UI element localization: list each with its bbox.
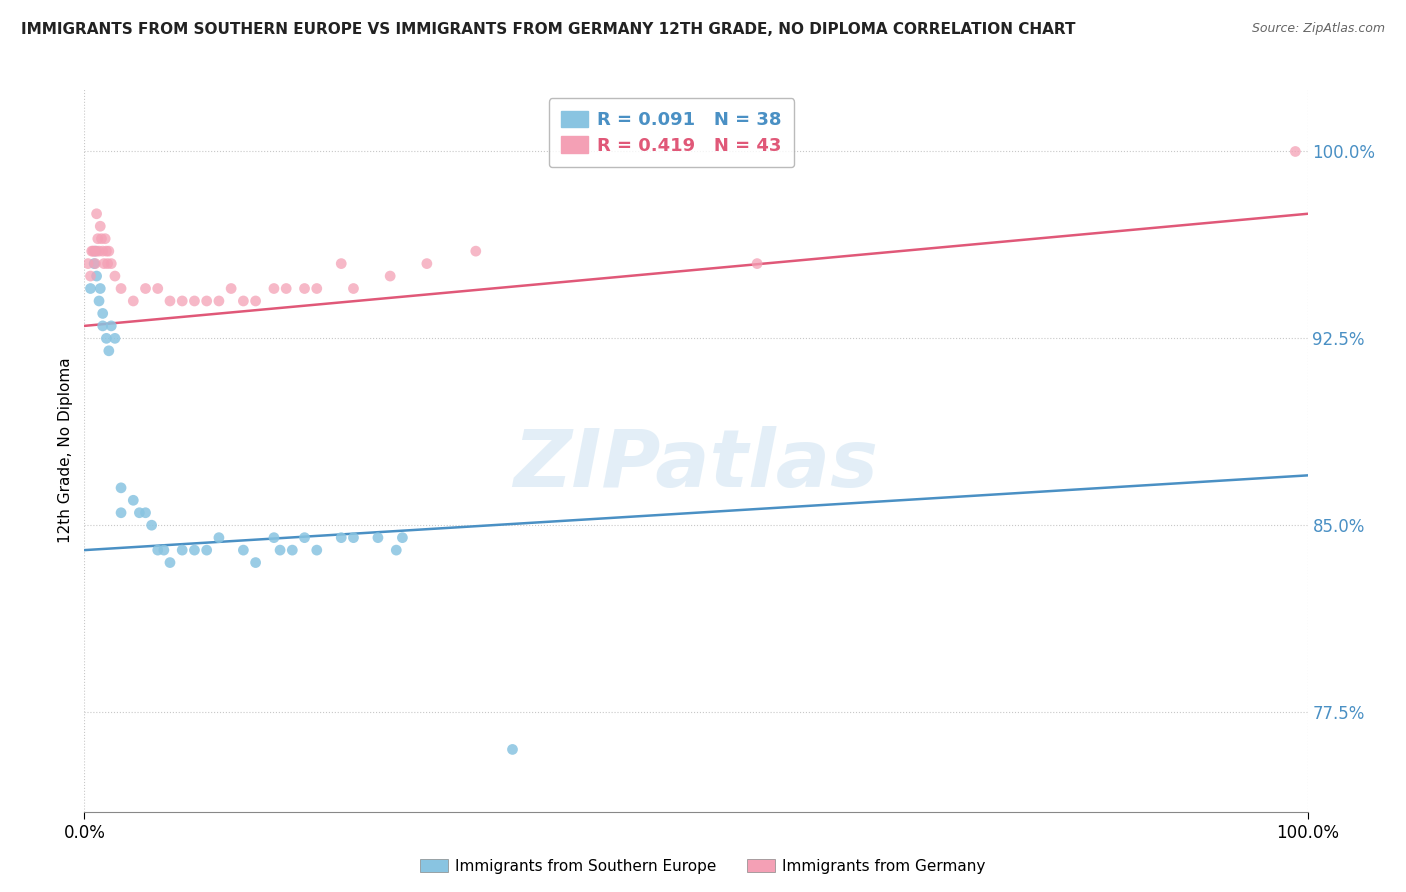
Point	[385, 543, 408, 558]
Point	[80, 244, 103, 259]
Point	[94, 232, 117, 246]
Point	[93, 257, 115, 271]
Point	[128, 506, 150, 520]
Point	[110, 481, 132, 495]
Point	[183, 543, 205, 558]
Point	[141, 518, 163, 533]
Point	[91, 244, 114, 259]
Point	[97, 257, 120, 271]
Point	[122, 493, 145, 508]
Point	[79, 268, 101, 283]
Point	[342, 531, 364, 545]
Point	[97, 244, 120, 259]
Point	[245, 556, 267, 570]
Point	[100, 318, 122, 333]
Point	[87, 232, 110, 246]
Point	[84, 257, 107, 271]
Point	[77, 257, 100, 271]
Point	[391, 531, 413, 545]
Text: IMMIGRANTS FROM SOUTHERN EUROPE VS IMMIGRANTS FROM GERMANY 12TH GRADE, NO DIPLOM: IMMIGRANTS FROM SOUTHERN EUROPE VS IMMIG…	[21, 22, 1076, 37]
Point	[96, 244, 118, 259]
Point	[269, 543, 291, 558]
Point	[263, 531, 285, 545]
Point	[79, 281, 101, 295]
Point	[380, 268, 402, 283]
Point	[305, 543, 328, 558]
Point	[294, 281, 316, 295]
Point	[82, 244, 104, 259]
Point	[330, 531, 353, 545]
Legend: Immigrants from Southern Europe, Immigrants from Germany: Immigrants from Southern Europe, Immigra…	[415, 853, 991, 880]
Point	[104, 331, 127, 345]
Point	[100, 257, 122, 271]
Point	[219, 281, 242, 295]
Point	[86, 207, 108, 221]
Point	[97, 343, 120, 358]
Point	[330, 257, 353, 271]
Point	[86, 268, 108, 283]
Point	[87, 293, 110, 308]
Point	[245, 293, 267, 308]
Point	[159, 556, 181, 570]
Point	[83, 257, 105, 271]
Point	[110, 506, 132, 520]
Point	[232, 293, 254, 308]
Point	[183, 293, 205, 308]
Point	[172, 293, 194, 308]
Point	[89, 219, 111, 234]
Point	[232, 543, 254, 558]
Y-axis label: 12th Grade, No Diploma: 12th Grade, No Diploma	[58, 358, 73, 543]
Point	[146, 281, 169, 295]
Point	[263, 281, 285, 295]
Point	[305, 281, 328, 295]
Point	[86, 244, 108, 259]
Point	[135, 281, 157, 295]
Point	[195, 293, 218, 308]
Legend: R = 0.091   N = 38, R = 0.419   N = 43: R = 0.091 N = 38, R = 0.419 N = 43	[548, 98, 794, 168]
Text: ZIPatlas: ZIPatlas	[513, 425, 879, 504]
Point	[159, 293, 181, 308]
Point	[464, 244, 486, 259]
Point	[502, 742, 524, 756]
Point	[416, 257, 439, 271]
Point	[281, 543, 304, 558]
Point	[89, 281, 111, 295]
Point	[208, 293, 231, 308]
Point	[83, 244, 105, 259]
Point	[294, 531, 316, 545]
Point	[367, 531, 389, 545]
Point	[87, 244, 110, 259]
Point	[172, 543, 194, 558]
Point	[110, 281, 132, 295]
Point	[84, 244, 107, 259]
Point	[195, 543, 218, 558]
Text: Source: ZipAtlas.com: Source: ZipAtlas.com	[1251, 22, 1385, 36]
Point	[146, 543, 169, 558]
Point	[91, 318, 114, 333]
Point	[208, 531, 231, 545]
Point	[104, 268, 127, 283]
Point	[342, 281, 364, 295]
Point	[96, 331, 118, 345]
Point	[747, 257, 769, 271]
Point	[276, 281, 298, 295]
Point	[135, 506, 157, 520]
Point	[1284, 145, 1306, 159]
Point	[153, 543, 176, 558]
Point	[90, 232, 112, 246]
Point	[122, 293, 145, 308]
Point	[91, 306, 114, 320]
